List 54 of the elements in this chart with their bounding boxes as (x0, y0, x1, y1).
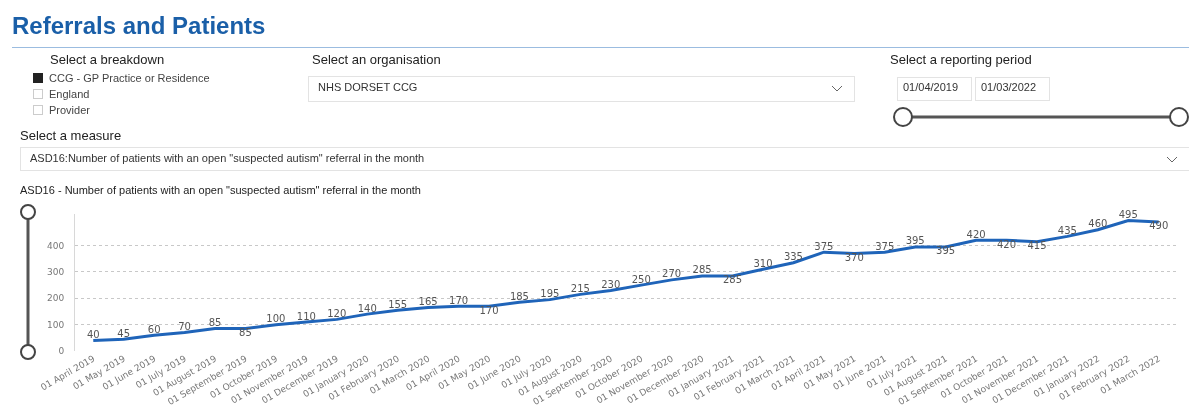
data-label: 195 (540, 288, 560, 300)
text: England (49, 88, 90, 100)
data-label: 285 (723, 274, 743, 286)
data-label: 60 (147, 323, 161, 335)
data-label: 70 (178, 321, 191, 333)
data-label: 335 (783, 251, 803, 263)
text: NHS DORSET CCG (318, 81, 418, 93)
data-label: 40 (86, 328, 100, 340)
data-label: 165 (418, 296, 438, 308)
y-tick-label: 300 (47, 267, 65, 278)
y-tick-label: 0 (58, 346, 65, 357)
data-label: 420 (966, 228, 986, 240)
data-label: 85 (208, 317, 222, 329)
data-label: 185 (509, 290, 529, 302)
data-label: 370 (844, 252, 864, 264)
text: Select a breakdown (50, 52, 165, 67)
text: 01/03/2022 (981, 81, 1037, 93)
data-label: 170 (479, 304, 499, 316)
y-tick-label: 200 (47, 293, 65, 304)
data-label: 250 (631, 273, 651, 285)
data-label: 140 (357, 302, 377, 314)
data-label: 415 (1027, 240, 1047, 252)
data-label: 110 (296, 310, 316, 322)
data-label: 490 (1149, 220, 1169, 232)
text: Select an organisation (312, 52, 441, 67)
data-label: 435 (1057, 224, 1077, 236)
data-label: 395 (936, 245, 956, 257)
data-label: 155 (388, 298, 408, 310)
text: Select a measure (20, 128, 122, 143)
data-label: 85 (239, 327, 252, 339)
data-label: 230 (601, 278, 621, 290)
text: Provider (49, 104, 90, 116)
y-tick-label: 400 (47, 240, 65, 251)
data-label: 45 (117, 327, 131, 339)
text: CCG - GP Practice or Residence (49, 72, 210, 84)
data-label: 395 (905, 235, 925, 247)
data-label: 170 (449, 294, 469, 306)
data-label: 460 (1088, 218, 1108, 230)
data-label: 270 (662, 268, 682, 280)
chart-subtitle: ASD16 - Number of patients with an open "suspected autism" referral in the month (20, 184, 421, 196)
data-label: 420 (996, 238, 1017, 250)
chart-title: Referrals and Patients (12, 12, 266, 40)
y-tick-label: 100 (47, 319, 65, 330)
data-label: 120 (327, 307, 347, 319)
data-label: 285 (692, 264, 712, 276)
data-label: 215 (570, 282, 590, 294)
data-label: 375 (875, 240, 895, 252)
data-label: 310 (753, 257, 773, 269)
data-label: 495 (1118, 209, 1138, 221)
text: 01/04/2019 (903, 81, 959, 93)
text: Select a reporting period (890, 52, 1032, 67)
text: ASD16:Number of patients with an open "suspected autism" referral in the month (30, 152, 425, 164)
data-label: 100 (266, 313, 286, 325)
data-label: 375 (814, 240, 834, 252)
